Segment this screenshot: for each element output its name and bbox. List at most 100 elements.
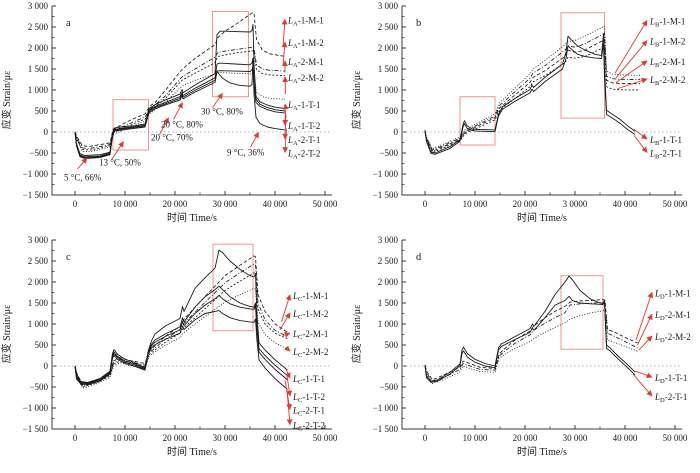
series-L_A-2-T-2 xyxy=(74,58,286,159)
legend-label: LC-1-T-2 xyxy=(292,392,325,404)
legend-arrow xyxy=(282,76,289,95)
y-axis-title: 应变 Strain/με xyxy=(350,305,363,364)
y-tick-label: 2 500 xyxy=(28,256,49,266)
y-axis-title: 应变 Strain/με xyxy=(0,305,13,364)
legend-label: LB-1-M-2 xyxy=(649,37,685,49)
legend-label: LA-1-M-1 xyxy=(287,15,324,27)
legend-arrow xyxy=(282,128,289,154)
annotation-label: 13 °C, 50% xyxy=(99,158,141,168)
y-tick-label: 1 500 xyxy=(28,298,49,308)
legend-arrow xyxy=(286,375,293,397)
y-tick-label: 500 xyxy=(385,106,399,116)
axis-frame xyxy=(401,6,682,196)
x-tick-label: 50 000 xyxy=(313,433,338,443)
x-tick-label: 50 000 xyxy=(663,199,688,209)
y-tick-label: 500 xyxy=(385,340,399,350)
panel-a-container: 3 000 2 500 2 000 1 500 1 000 500 0 −500 −1 000 −… xyxy=(0,0,350,234)
annotation-label: 5 °C, 66% xyxy=(64,173,102,183)
legend-label: LA-1-T-1 xyxy=(287,100,320,112)
legend-arrow xyxy=(638,335,653,351)
x-tick-label: 30 000 xyxy=(213,433,238,443)
y-tick-label: −1 000 xyxy=(373,403,399,413)
y-tick-label: 0 xyxy=(44,127,49,137)
legend-label: LB-2-M-1 xyxy=(649,57,685,69)
y-tick-label: 2 500 xyxy=(378,256,399,266)
panel-letter: a xyxy=(66,18,71,29)
x-tick-label: 40 000 xyxy=(613,433,638,443)
series-L_B-1-M-2 xyxy=(424,32,641,151)
legend-arrow xyxy=(615,40,648,79)
y-tick-label: 0 xyxy=(394,361,399,371)
legend-arrow xyxy=(285,369,291,379)
y-tick-label: 1 000 xyxy=(378,319,399,329)
panel-b-container: 3 000 2 500 2 000 1 500 1 000 500 0 −500 −1 000 −… xyxy=(350,0,700,234)
highlight-box xyxy=(560,275,604,350)
x-tick-label: 30 000 xyxy=(563,433,588,443)
legend-label: LC-2-M-2 xyxy=(292,347,328,359)
series-L_A-1-M-2 xyxy=(74,46,286,149)
x-tick-label: 20 000 xyxy=(163,199,188,209)
x-axis-title: 时间 Time/s xyxy=(517,445,567,458)
x-axis-title: 时间 Time/s xyxy=(517,211,567,224)
y-tick-label: −1 000 xyxy=(23,169,49,179)
y-tick-label: 3 000 xyxy=(28,1,49,11)
legend-label: LC-2-M-1 xyxy=(292,329,328,341)
legend-arrow xyxy=(281,18,288,46)
y-tick-label: −1 500 xyxy=(373,424,399,434)
x-axis-title: 时间 Time/s xyxy=(167,445,217,458)
x-tick-label: 20 000 xyxy=(513,433,538,443)
y-tick-label: −500 xyxy=(29,382,48,392)
axis-frame xyxy=(401,240,682,430)
legend-label: LC-2-T-2 xyxy=(292,421,325,433)
x-tick-label: 50 000 xyxy=(313,199,338,209)
y-tick-label: −1 500 xyxy=(373,190,399,200)
legend-arrow xyxy=(284,345,291,352)
annotation-arrow xyxy=(159,117,169,135)
legend-label: LD-2-M-2 xyxy=(654,332,691,344)
x-tick-label: 40 000 xyxy=(613,199,638,209)
chart-panel-a: 3 000 2 500 2 000 1 500 1 000 500 0 −500 −1 000 −… xyxy=(0,1,338,224)
legend-label: LD-2-M-1 xyxy=(654,310,691,322)
legend-arrow xyxy=(632,373,653,397)
series-L_A-2-M-1 xyxy=(74,50,286,151)
x-axis-title: 时间 Time/s xyxy=(167,211,217,224)
series-L_D-2-T-1 xyxy=(424,295,636,383)
highlight-box xyxy=(212,243,254,332)
legend-label: LB-2-M-2 xyxy=(649,75,685,87)
annotation-label: 9 °C, 36% xyxy=(227,148,265,158)
legend-label: LA-2-M-2 xyxy=(287,73,324,85)
y-tick-label: −1 500 xyxy=(23,190,49,200)
x-tick-label: 10 000 xyxy=(113,199,138,209)
legend-arrow xyxy=(633,135,648,153)
legend-label: LA-2-T-1 xyxy=(287,135,320,147)
panel-letter: b xyxy=(416,18,421,29)
y-tick-label: 1 000 xyxy=(28,85,49,95)
y-tick-label: −500 xyxy=(379,382,398,392)
series-L_A-2-M-2 xyxy=(74,71,286,153)
annotation-arrow xyxy=(250,131,259,148)
series-L_C-2-T-2 xyxy=(74,310,288,390)
y-tick-label: 3 000 xyxy=(378,235,399,245)
y-tick-label: 1 500 xyxy=(28,64,49,74)
axis-frame xyxy=(51,240,332,430)
y-tick-label: −1 000 xyxy=(373,169,399,179)
annotation-label: 20 °C, 80% xyxy=(161,119,203,129)
legend-arrow xyxy=(635,291,654,341)
y-tick-label: 500 xyxy=(35,106,49,116)
series-L_B-2-T-1 xyxy=(424,43,636,155)
chart-panel-c: 3 000 2 500 2 000 1 500 1 000 500 0 −500 −1 000 −… xyxy=(0,235,338,458)
y-axis-title: 应变 Strain/με xyxy=(0,71,13,130)
legend-arrow xyxy=(614,20,648,74)
y-tick-label: 2 500 xyxy=(28,22,49,32)
y-tick-label: 0 xyxy=(44,361,49,371)
y-tick-label: −1 000 xyxy=(23,403,49,413)
legend-arrow xyxy=(634,370,653,379)
legend-label: LD-2-T-1 xyxy=(654,392,687,404)
x-tick-label: 0 xyxy=(423,433,428,443)
legend-label: LD-1-M-1 xyxy=(654,288,691,300)
highlight-box xyxy=(212,10,249,98)
legend-label: LB-1-M-1 xyxy=(649,17,685,29)
legend-arrow xyxy=(282,114,289,140)
highlight-box xyxy=(459,96,496,146)
